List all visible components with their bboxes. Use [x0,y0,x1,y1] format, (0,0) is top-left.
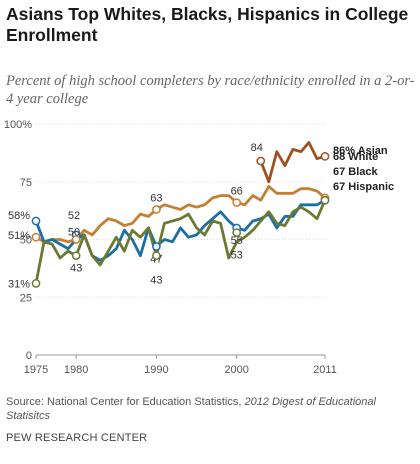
data-label: 43 [150,275,162,287]
y-tick-label: 100% [4,119,32,131]
end-point-marker [320,195,330,205]
data-label: 63 [150,192,162,204]
annotation-marker [152,251,161,261]
source-text: Source: National Center for Education St… [6,396,245,408]
y-tick-label: 0 [26,350,32,362]
data-label: 52 [68,210,80,222]
y-tick-label: 50 [20,235,32,247]
end-label-hispanic: 67 Hispanic [333,181,394,193]
annotation-marker [152,205,161,214]
x-tick-label: 1990 [144,364,168,376]
x-tick-label: 2000 [224,364,248,376]
y-tick-label: 25 [20,292,32,304]
end-label-black: 67 Black [333,166,379,178]
source-publication: 2012 Digest of Educational Statisitcs [6,396,376,422]
annotation-marker [71,235,81,244]
data-label: 55 [231,235,243,247]
data-label: 51% [8,230,30,242]
data-label: 66 [231,186,243,198]
y-tick-label: 75 [20,177,32,189]
data-label: 58% [8,210,30,222]
chart-subtitle: Percent of high school completers by rac… [6,73,415,107]
source-note: Source: National Center for Education St… [6,395,416,423]
annotation-marker [31,232,41,242]
data-label: 31% [8,278,30,290]
annotation-marker [232,228,242,237]
series-line-white [34,184,327,244]
annotation-marker [31,279,41,288]
data-label: 43 [70,263,82,275]
data-label: 50 [68,227,80,239]
x-tick-label: 1980 [64,364,88,376]
annotation-marker [31,216,41,226]
annotation-marker [232,198,242,207]
series-line-hispanic [34,198,327,285]
data-label: 84 [251,142,263,154]
organization-credit: PEW RESEARCH CENTER [6,432,148,444]
series-line-asian [259,141,327,184]
x-tick-label: 2011 [313,364,337,376]
x-tick-label: 1975 [24,364,48,376]
end-point-marker [320,151,330,161]
data-label: 53 [231,250,243,262]
chart-title: Asians Top Whites, Blacks, Hispanics in … [6,4,409,45]
annotation-marker [152,242,161,251]
end-label-asian: 86% Asian [333,145,388,157]
annotation-marker [256,156,266,166]
annotation-marker [71,251,81,261]
end-label-white: 68 White [333,151,378,163]
